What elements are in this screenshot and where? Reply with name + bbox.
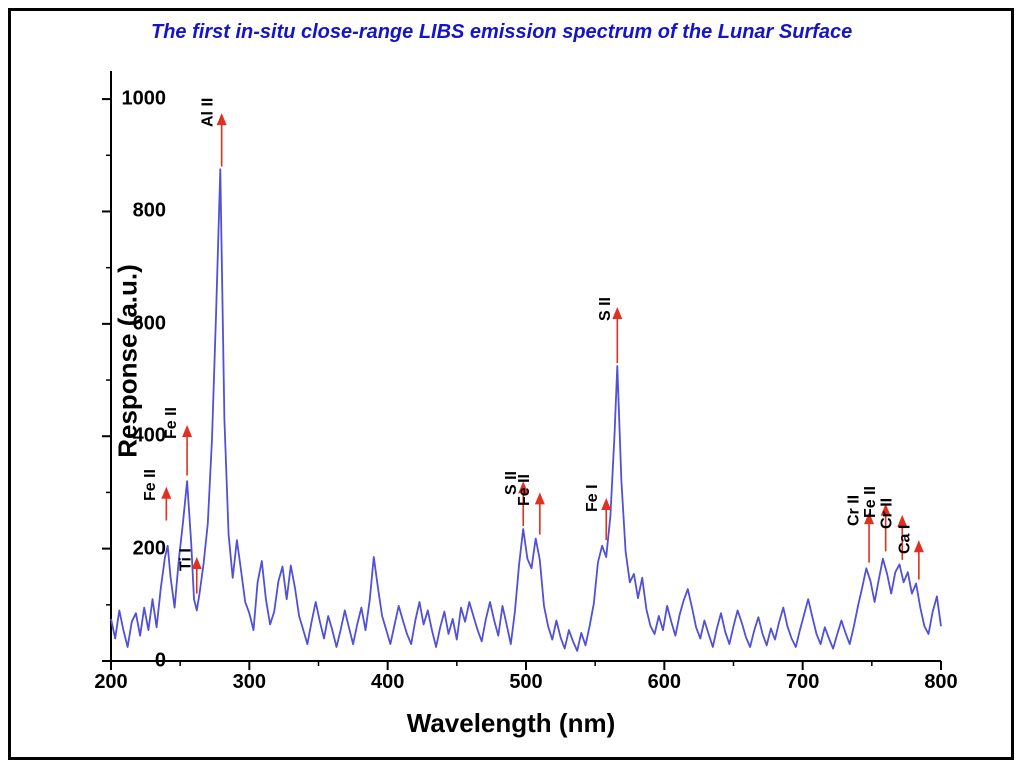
y-tick: 0 bbox=[106, 650, 166, 673]
spectrum-plot bbox=[111, 71, 941, 661]
x-tick: 700 bbox=[786, 671, 819, 694]
peak-label: Fe II bbox=[163, 407, 181, 439]
peak-label: Cr II bbox=[879, 498, 897, 529]
peak-label: S II bbox=[597, 297, 615, 321]
x-tick: 400 bbox=[371, 671, 404, 694]
x-tick: 500 bbox=[509, 671, 542, 694]
peak-label: Fe I bbox=[584, 484, 602, 512]
y-tick: 200 bbox=[106, 537, 166, 560]
peak-label: Al II bbox=[199, 98, 217, 127]
x-tick: 200 bbox=[94, 671, 127, 694]
y-tick: 600 bbox=[106, 312, 166, 335]
peak-label: Fe II bbox=[142, 469, 160, 501]
y-tick: 400 bbox=[106, 425, 166, 448]
x-tick: 800 bbox=[924, 671, 957, 694]
peak-label: Cr II bbox=[846, 495, 864, 526]
chart-frame: The first in-situ close-range LIBS emiss… bbox=[8, 8, 1014, 760]
peak-label: Ti I bbox=[177, 548, 195, 571]
x-tick: 300 bbox=[233, 671, 266, 694]
peak-label: Fe II bbox=[516, 474, 534, 506]
y-tick: 800 bbox=[106, 200, 166, 223]
chart-title: The first in-situ close-range LIBS emiss… bbox=[151, 21, 1021, 44]
y-tick: 1000 bbox=[106, 88, 166, 111]
peak-label: Ca I bbox=[896, 525, 914, 554]
x-tick: 600 bbox=[648, 671, 681, 694]
peak-label: Fe II bbox=[862, 486, 880, 518]
x-axis-label: Wavelength (nm) bbox=[11, 708, 1011, 739]
